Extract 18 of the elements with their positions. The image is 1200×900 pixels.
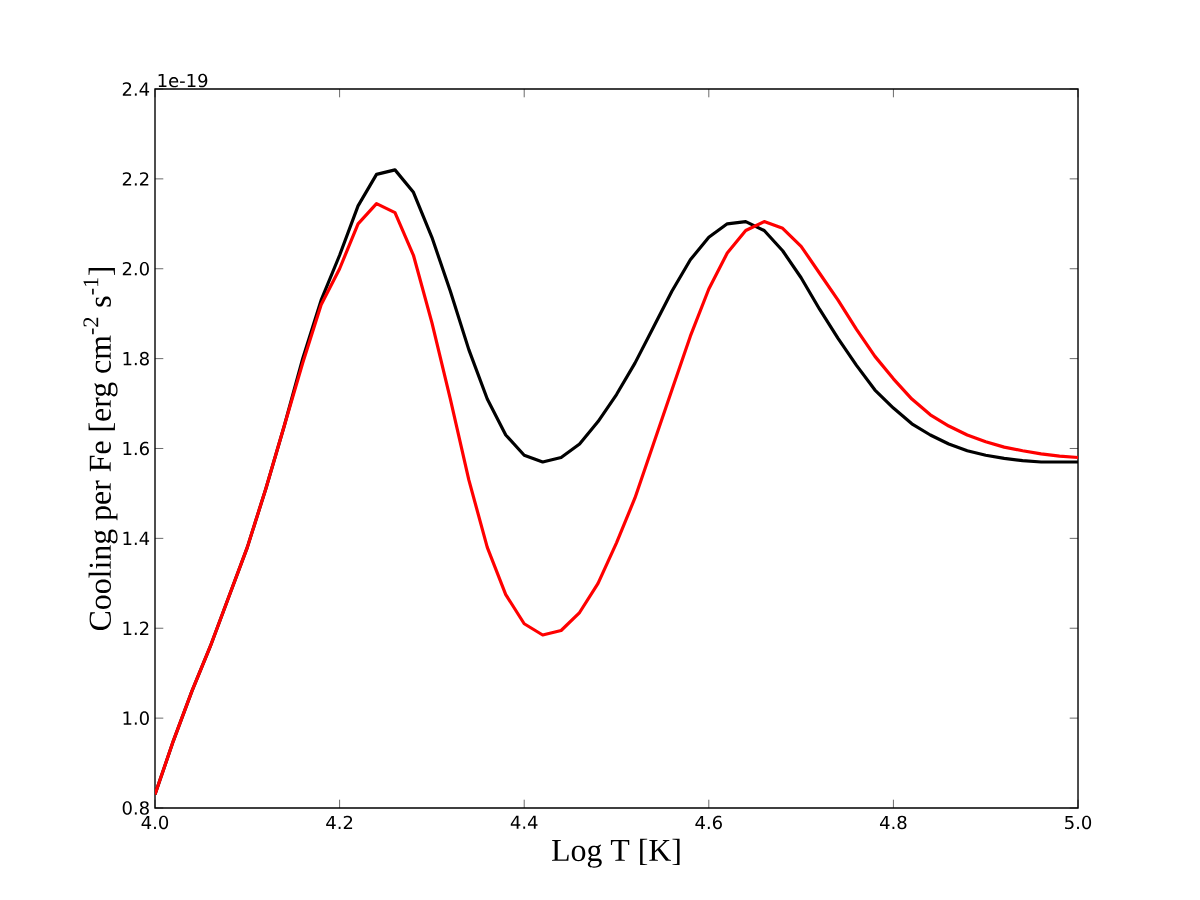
y-tick-label: 1.6 [123,441,149,456]
y-tick-label: 0.8 [122,801,149,815]
x-tick-label: 4.0 [141,815,169,830]
y-tick-label: 2.2 [122,172,149,186]
x-axis-title: Log T [K] [552,838,680,868]
x-tick-label: 4.2 [326,815,353,830]
x-tick-label: 4.6 [695,815,722,830]
x-tick-label: 5.0 [1065,815,1092,830]
text: 1e-19 [158,73,208,88]
y-tick-label: 2.0 [122,261,149,276]
y-tick-label: 1.4 [123,531,150,545]
y-tick-label: 1.0 [123,711,149,725]
y-tick-label: 1.2 [123,621,149,635]
y-tick-label: 1.8 [123,351,149,366]
x-tick-label: 4.8 [879,815,907,830]
x-tick-label: 4.4 [510,815,538,829]
y-axis-title: Cooling per Fe [erg cm$^{-2}$ s$^{-1}$] [83,267,118,631]
y-tick-label: 2.4 [122,82,150,96]
